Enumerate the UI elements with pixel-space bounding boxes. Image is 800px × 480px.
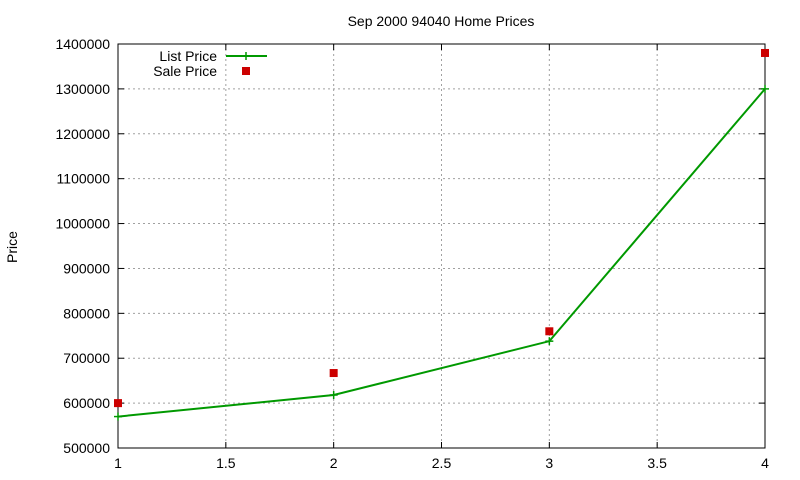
y-tick-label: 1200000: [55, 126, 110, 142]
x-tick-label: 2.5: [432, 455, 452, 471]
x-tick-label: 3: [545, 455, 553, 471]
series-line-list-price: [117, 88, 766, 418]
x-tick-labels: 1 1.5 2 2.5 3 3.5 4: [114, 455, 769, 471]
y-tick-label: 1400000: [55, 36, 110, 52]
plot-frame: [117, 43, 766, 449]
y-tick-label: 600000: [63, 395, 110, 411]
y-tick-label: 500000: [63, 440, 110, 456]
list-price-point: [761, 84, 769, 93]
y-tick-labels: 500000 600000 700000 800000 900000 1000000 110…: [55, 36, 110, 456]
list-price-point: [545, 337, 554, 346]
list-price-point: [114, 412, 122, 421]
legend-swatch-plus: [242, 52, 250, 60]
sale-price-point: [761, 48, 769, 57]
x-tick-label: 3.5: [647, 455, 667, 471]
y-tick-label: 700000: [63, 350, 110, 366]
list-price-point: [329, 391, 338, 400]
y-tick-label: 1300000: [55, 81, 110, 97]
sale-price-point: [114, 399, 122, 408]
legend-label: Sale Price: [153, 63, 217, 79]
series-layer: [114, 48, 769, 421]
sale-price-point: [329, 369, 338, 378]
y-axis-label: Price: [4, 231, 20, 263]
y-tick-label: 800000: [63, 305, 110, 321]
legend-swatch-square: [242, 67, 250, 75]
y-tick-label: 900000: [63, 260, 110, 276]
grid: [118, 44, 765, 448]
x-tick-label: 1.5: [216, 455, 236, 471]
legend-label: List Price: [159, 48, 217, 64]
chart-title: Sep 2000 94040 Home Prices: [348, 13, 535, 29]
y-tick-label: 1000000: [55, 216, 110, 232]
x-tick-label: 4: [761, 455, 769, 471]
x-tick-label: 2: [330, 455, 338, 471]
x-tick-label: 1: [114, 455, 122, 471]
sale-price-point: [545, 327, 554, 336]
y-tick-label: 1100000: [57, 171, 111, 187]
